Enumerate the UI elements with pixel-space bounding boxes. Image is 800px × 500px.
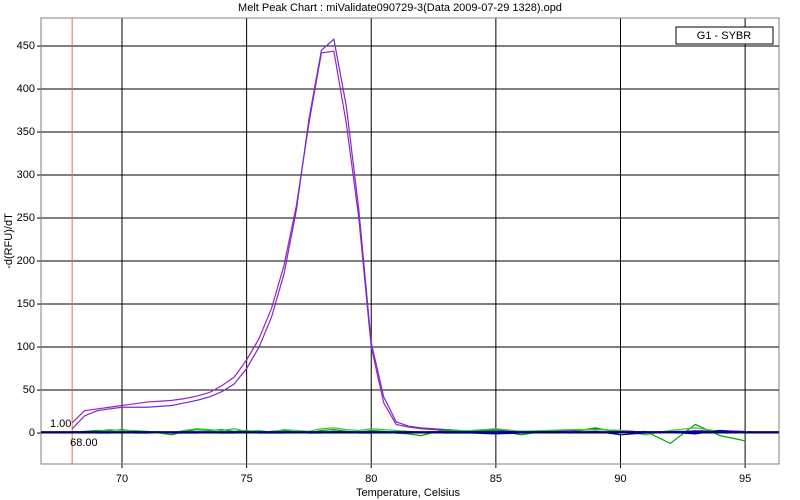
y-tick-label: 50 xyxy=(23,384,35,396)
y-tick-label: 400 xyxy=(17,83,35,95)
threshold-label: 1.00 xyxy=(50,418,71,430)
y-axis-label: -d(RFU)/dT xyxy=(3,213,15,269)
plot-border xyxy=(40,17,780,465)
x-tick-label: 75 xyxy=(240,473,252,485)
y-tick-label: 200 xyxy=(17,255,35,267)
y-tick-label: 0 xyxy=(29,427,35,439)
y-tick-label: 100 xyxy=(17,341,35,353)
marker-label: 68.00 xyxy=(70,437,98,449)
x-axis-label: Temperature, Celsius xyxy=(356,487,460,499)
legend-text: G1 - SYBR xyxy=(697,30,751,42)
y-tick-label: 300 xyxy=(17,169,35,181)
plot-area xyxy=(41,18,779,464)
y-tick-label: 350 xyxy=(17,126,35,138)
y-tick-label: 450 xyxy=(17,40,35,52)
legend-box xyxy=(675,26,774,45)
x-tick-label: 95 xyxy=(739,473,751,485)
x-tick-label: 80 xyxy=(365,473,377,485)
chart-title: Melt Peak Chart : miValidate090729-3(Dat… xyxy=(238,2,562,14)
x-tick-label: 90 xyxy=(614,473,626,485)
x-tick-label: 70 xyxy=(116,473,128,485)
y-tick-label: 150 xyxy=(17,298,35,310)
y-tick-label: 250 xyxy=(17,212,35,224)
x-tick-label: 85 xyxy=(490,473,502,485)
